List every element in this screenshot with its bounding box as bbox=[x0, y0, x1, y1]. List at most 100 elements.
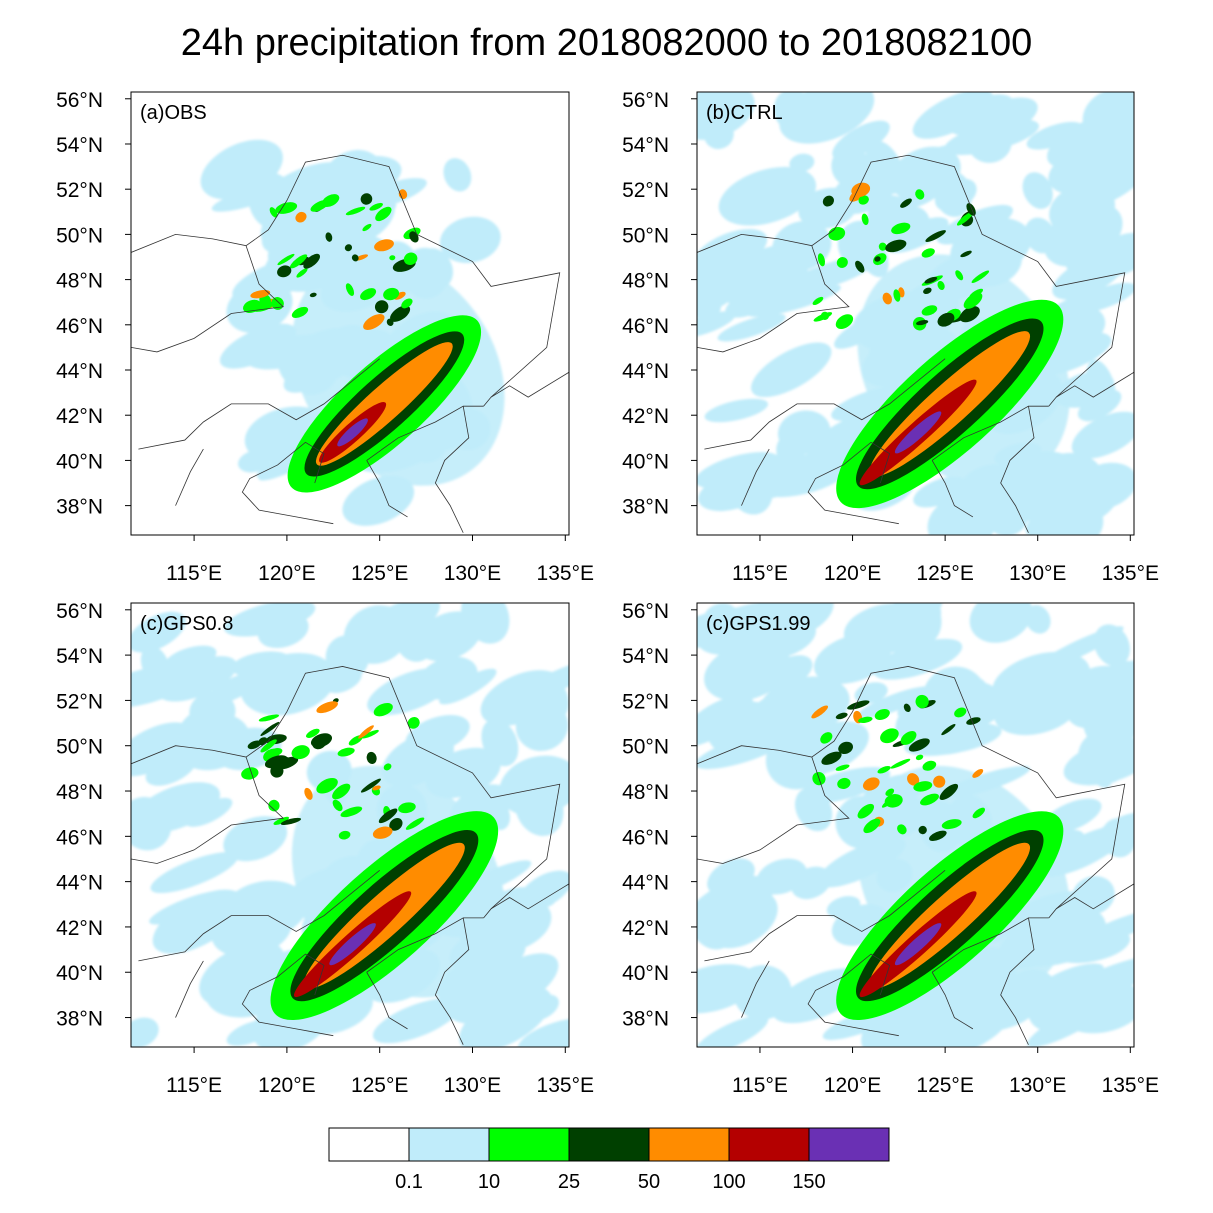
panel-label: (c)GPS1.99 bbox=[706, 613, 810, 635]
lat-tick-label: 38°N bbox=[622, 496, 669, 519]
lon-tick-label: 120°E bbox=[258, 1074, 315, 1097]
lon-tick-label: 125°E bbox=[916, 1074, 973, 1097]
rain-band bbox=[836, 811, 1064, 1021]
map-frame bbox=[130, 602, 570, 1048]
map-panel: 56°N 54°N 52°N 50°N 48°N 46°N 44°N 42°N 40°N 38°N… bbox=[622, 600, 1159, 1097]
map-borders bbox=[131, 154, 569, 533]
lat-tick-label: 48°N bbox=[56, 270, 103, 293]
colorbar-label: 50 bbox=[638, 1171, 660, 1193]
lat-tick-label: 52°N bbox=[56, 179, 103, 202]
lat-tick-label: 56°N bbox=[622, 600, 669, 623]
lat-tick-label: 54°N bbox=[56, 134, 103, 157]
lat-tick-label: 56°N bbox=[56, 600, 103, 623]
colorbar-label: 0.1 bbox=[395, 1171, 423, 1193]
lat-tick-label: 54°N bbox=[622, 134, 669, 157]
colorbar-swatch bbox=[568, 1127, 650, 1162]
colorbar-swatch bbox=[408, 1127, 490, 1162]
lat-tick-label: 42°N bbox=[56, 405, 103, 428]
colorbar-swatch bbox=[808, 1127, 890, 1162]
colorbar-label: 100 bbox=[712, 1171, 745, 1193]
lon-tick-label: 130°E bbox=[1009, 562, 1066, 585]
lon-tick-label: 130°E bbox=[1009, 1074, 1066, 1097]
panels-layer: 56°N 54°N 52°N 50°N 48°N 46°N 44°N 42°N 40°N 38°N… bbox=[56, 89, 1159, 1097]
lon-tick-label: 115°E bbox=[732, 562, 788, 585]
lat-tick-label: 48°N bbox=[56, 781, 103, 804]
map-frame bbox=[696, 602, 1135, 1048]
lat-tick-label: 44°N bbox=[56, 360, 103, 383]
lat-tick-label: 46°N bbox=[622, 826, 669, 849]
lat-tick-label: 42°N bbox=[622, 917, 669, 940]
lat-tick-label: 56°N bbox=[622, 89, 669, 112]
lat-tick-label: 52°N bbox=[56, 690, 103, 713]
colorbar-swatch bbox=[488, 1127, 570, 1162]
lat-tick-label: 56°N bbox=[56, 89, 103, 112]
lon-tick-label: 115°E bbox=[732, 1074, 788, 1097]
map-borders bbox=[697, 154, 1134, 533]
lat-tick-label: 44°N bbox=[622, 872, 669, 895]
rain-band bbox=[287, 315, 482, 493]
lat-tick-label: 46°N bbox=[56, 315, 103, 338]
lat-tick-label: 48°N bbox=[622, 270, 669, 293]
lon-tick-label: 130°E bbox=[444, 1074, 501, 1097]
map-borders bbox=[697, 666, 1134, 1045]
lat-tick-label: 54°N bbox=[56, 645, 103, 668]
lat-tick-label: 50°N bbox=[56, 736, 103, 759]
lon-tick-label: 135°E bbox=[537, 562, 594, 585]
map-panel: 56°N 54°N 52°N 50°N 48°N 46°N 44°N 42°N 40°N 38°N… bbox=[56, 89, 594, 585]
lon-tick-label: 135°E bbox=[1102, 562, 1159, 585]
colorbar: 0.1 10 25 50 100 150 bbox=[328, 1127, 890, 1193]
lat-tick-label: 42°N bbox=[56, 917, 103, 940]
lat-tick-label: 44°N bbox=[622, 360, 669, 383]
lon-tick-label: 135°E bbox=[1102, 1074, 1159, 1097]
figure-title: 24h precipitation from 2018082000 to 201… bbox=[180, 22, 1033, 64]
northern-cells bbox=[811, 694, 985, 841]
map-panel: 56°N 54°N 52°N 50°N 48°N 46°N 44°N 42°N 40°N 38°N… bbox=[622, 89, 1159, 585]
lat-tick-label: 52°N bbox=[622, 179, 669, 202]
lat-tick-label: 44°N bbox=[56, 872, 103, 895]
panel-label: (c)GPS0.8 bbox=[140, 613, 233, 635]
lat-tick-label: 40°N bbox=[56, 962, 103, 985]
rain-band bbox=[270, 811, 499, 1021]
lat-tick-label: 38°N bbox=[56, 496, 103, 519]
northern-cells bbox=[812, 182, 990, 331]
map-frame bbox=[130, 91, 570, 536]
lon-tick-label: 120°E bbox=[258, 562, 315, 585]
lat-tick-label: 50°N bbox=[622, 736, 669, 759]
northern-cells bbox=[243, 189, 421, 330]
lon-tick-label: 125°E bbox=[916, 562, 973, 585]
panel-label: (b)CTRL bbox=[706, 102, 783, 124]
lat-tick-label: 50°N bbox=[622, 224, 669, 247]
lon-tick-label: 125°E bbox=[351, 562, 408, 585]
lon-tick-label: 125°E bbox=[351, 1074, 408, 1097]
lat-tick-label: 50°N bbox=[56, 224, 103, 247]
lat-tick-label: 42°N bbox=[622, 405, 669, 428]
map-panel: 56°N 54°N 52°N 50°N 48°N 46°N 44°N 42°N 40°N 38°N… bbox=[56, 600, 594, 1097]
lat-tick-label: 48°N bbox=[622, 781, 669, 804]
lat-tick-label: 38°N bbox=[622, 1008, 669, 1031]
lat-tick-label: 40°N bbox=[622, 450, 669, 473]
colorbar-label: 10 bbox=[478, 1171, 500, 1193]
lat-tick-label: 46°N bbox=[56, 826, 103, 849]
colorbar-swatch bbox=[648, 1127, 730, 1162]
lon-tick-label: 120°E bbox=[824, 1074, 881, 1097]
rain-band bbox=[836, 299, 1064, 509]
lon-tick-label: 115°E bbox=[166, 1074, 222, 1097]
lat-tick-label: 40°N bbox=[622, 962, 669, 985]
lon-tick-label: 120°E bbox=[824, 562, 881, 585]
lon-tick-label: 115°E bbox=[166, 562, 222, 585]
colorbar-label: 25 bbox=[558, 1171, 580, 1193]
panel-label: (a)OBS bbox=[140, 102, 207, 124]
colorbar-label: 150 bbox=[792, 1171, 825, 1193]
lat-tick-label: 46°N bbox=[622, 315, 669, 338]
map-frame bbox=[696, 91, 1135, 536]
colorbar-swatch bbox=[728, 1127, 810, 1162]
lat-tick-label: 52°N bbox=[622, 690, 669, 713]
map-borders bbox=[131, 666, 569, 1045]
lat-tick-label: 38°N bbox=[56, 1008, 103, 1031]
lat-tick-label: 54°N bbox=[622, 645, 669, 668]
northern-cells bbox=[241, 698, 425, 840]
colorbar-swatch bbox=[328, 1127, 410, 1162]
lat-tick-label: 40°N bbox=[56, 450, 103, 473]
lon-tick-label: 135°E bbox=[537, 1074, 594, 1097]
